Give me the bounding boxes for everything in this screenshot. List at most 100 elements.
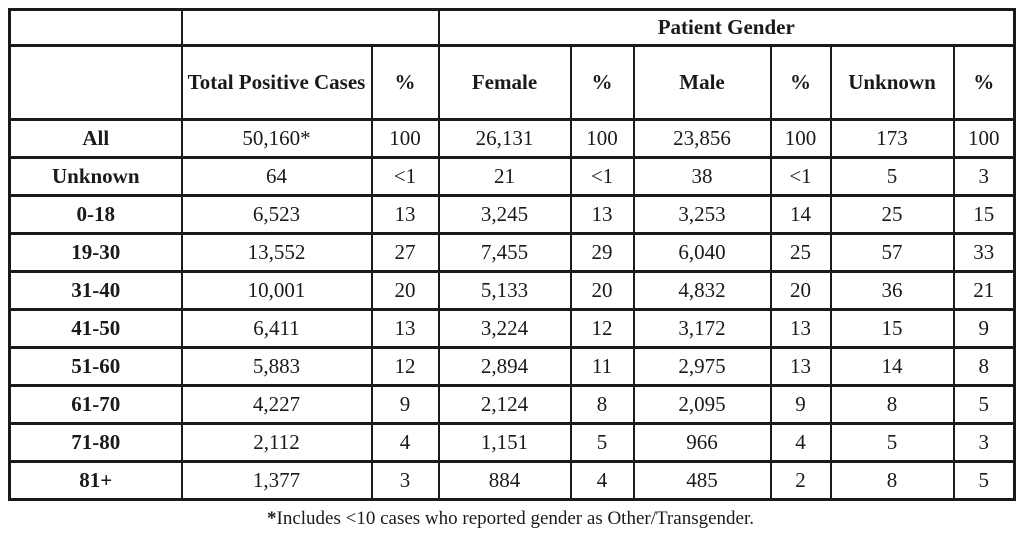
cell-male-percent: 13 (769, 346, 832, 387)
cell-total: 5,883 (180, 346, 373, 387)
cell-female-percent: <1 (569, 156, 635, 197)
cell-unknown-percent: 8 (952, 346, 1016, 387)
column-header-age-blank (8, 44, 183, 121)
cell-male: 3,253 (632, 194, 772, 235)
row-label-all: All (8, 118, 183, 159)
cell-unknown-percent: 3 (952, 422, 1016, 463)
column-header-row: Total Positive Cases % Female % Male % U… (8, 44, 1016, 121)
cell-unknown: 8 (829, 384, 955, 425)
row-label-0-18: 0-18 (8, 194, 183, 235)
cell-male: 2,095 (632, 384, 772, 425)
cell-total: 6,411 (180, 308, 373, 349)
column-header-female-percent: % (569, 44, 635, 121)
column-header-unknown-percent: % (952, 44, 1016, 121)
cell-total-percent: 13 (370, 194, 440, 235)
cell-female-percent: 20 (569, 270, 635, 311)
cell-total: 10,001 (180, 270, 373, 311)
cell-unknown: 15 (829, 308, 955, 349)
cell-female: 3,245 (437, 194, 572, 235)
cell-unknown-percent: 15 (952, 194, 1016, 235)
table-row-81-plus: 81+ 1,377 3 884 4 485 2 8 5 (8, 460, 1016, 501)
cell-female: 21 (437, 156, 572, 197)
column-header-total-positive-cases: Total Positive Cases (180, 44, 373, 121)
cell-total: 1,377 (180, 460, 373, 501)
cell-total-percent: <1 (370, 156, 440, 197)
cell-female: 1,151 (437, 422, 572, 463)
table-row-19-30: 19-30 13,552 27 7,455 29 6,040 25 57 33 (8, 232, 1016, 273)
cell-male-percent: <1 (769, 156, 832, 197)
cell-unknown: 25 (829, 194, 955, 235)
cell-male-percent: 14 (769, 194, 832, 235)
cell-male-percent: 20 (769, 270, 832, 311)
cell-total: 6,523 (180, 194, 373, 235)
cell-male: 485 (632, 460, 772, 501)
cell-male-percent: 25 (769, 232, 832, 273)
table-row-61-70: 61-70 4,227 9 2,124 8 2,095 9 8 5 (8, 384, 1016, 425)
cell-unknown: 36 (829, 270, 955, 311)
cell-unknown-percent: 33 (952, 232, 1016, 273)
patient-gender-group-header: Patient Gender (437, 8, 1016, 47)
cell-unknown: 5 (829, 422, 955, 463)
cell-total-percent: 9 (370, 384, 440, 425)
corner-cell (8, 8, 183, 47)
cell-unknown-percent: 5 (952, 460, 1016, 501)
column-header-unknown: Unknown (829, 44, 955, 121)
group-header-row: Patient Gender (8, 8, 1016, 47)
cell-unknown: 14 (829, 346, 955, 387)
cell-unknown: 5 (829, 156, 955, 197)
row-label-31-40: 31-40 (8, 270, 183, 311)
cell-male: 3,172 (632, 308, 772, 349)
cell-male: 38 (632, 156, 772, 197)
row-label-71-80: 71-80 (8, 422, 183, 463)
row-label-51-60: 51-60 (8, 346, 183, 387)
row-label-61-70: 61-70 (8, 384, 183, 425)
cell-unknown-percent: 3 (952, 156, 1016, 197)
cell-total: 50,160* (180, 118, 373, 159)
cell-male: 2,975 (632, 346, 772, 387)
cell-total-percent: 13 (370, 308, 440, 349)
cell-male: 966 (632, 422, 772, 463)
table-row-0-18: 0-18 6,523 13 3,245 13 3,253 14 25 15 (8, 194, 1016, 235)
footnote: *Includes <10 cases who reported gender … (8, 508, 1013, 530)
patient-gender-table: Patient Gender Total Positive Cases % Fe… (8, 8, 1017, 501)
cell-male: 4,832 (632, 270, 772, 311)
cell-female: 3,224 (437, 308, 572, 349)
total-group-blank-cell (180, 8, 440, 47)
cell-female: 884 (437, 460, 572, 501)
cell-female-percent: 12 (569, 308, 635, 349)
column-header-female: Female (437, 44, 572, 121)
cell-unknown-percent: 5 (952, 384, 1016, 425)
cell-total-percent: 3 (370, 460, 440, 501)
column-header-male: Male (632, 44, 772, 121)
table-row-51-60: 51-60 5,883 12 2,894 11 2,975 13 14 8 (8, 346, 1016, 387)
cell-female-percent: 8 (569, 384, 635, 425)
cell-female-percent: 29 (569, 232, 635, 273)
column-header-total-percent: % (370, 44, 440, 121)
cell-total-percent: 12 (370, 346, 440, 387)
cell-total-percent: 100 (370, 118, 440, 159)
row-label-19-30: 19-30 (8, 232, 183, 273)
cell-female: 5,133 (437, 270, 572, 311)
cell-total-percent: 4 (370, 422, 440, 463)
table-row-all: All 50,160* 100 26,131 100 23,856 100 17… (8, 118, 1016, 159)
cell-total: 4,227 (180, 384, 373, 425)
cell-male: 6,040 (632, 232, 772, 273)
cell-female-percent: 11 (569, 346, 635, 387)
column-header-male-percent: % (769, 44, 832, 121)
cell-male: 23,856 (632, 118, 772, 159)
cell-total: 13,552 (180, 232, 373, 273)
cell-total-percent: 27 (370, 232, 440, 273)
cell-female-percent: 5 (569, 422, 635, 463)
table-row-31-40: 31-40 10,001 20 5,133 20 4,832 20 36 21 (8, 270, 1016, 311)
footnote-text: Includes <10 cases who reported gender a… (276, 508, 755, 529)
cell-male-percent: 100 (769, 118, 832, 159)
cell-unknown: 57 (829, 232, 955, 273)
cell-female-percent: 4 (569, 460, 635, 501)
row-label-unknown: Unknown (8, 156, 183, 197)
cell-female: 2,124 (437, 384, 572, 425)
table-row-unknown: Unknown 64 <1 21 <1 38 <1 5 3 (8, 156, 1016, 197)
cell-male-percent: 2 (769, 460, 832, 501)
cell-female-percent: 13 (569, 194, 635, 235)
cell-unknown: 8 (829, 460, 955, 501)
